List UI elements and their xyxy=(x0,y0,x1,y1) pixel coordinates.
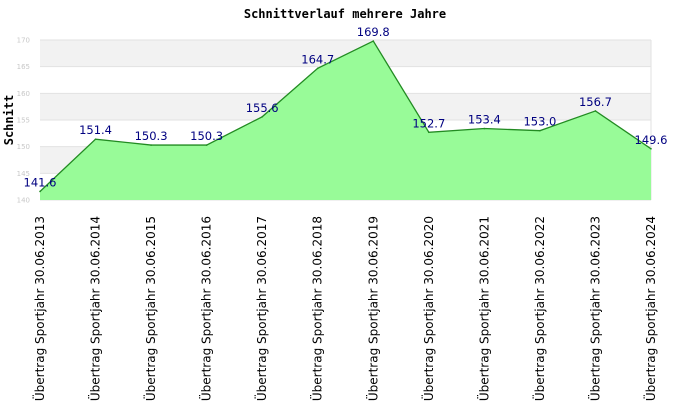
series-area xyxy=(39,40,652,200)
series-line xyxy=(39,40,652,192)
data-label: 169.8 xyxy=(357,25,390,39)
y-tick-label: 160 xyxy=(17,90,30,98)
y-tick-label: 170 xyxy=(17,37,30,45)
x-tick-label: Übertrag Sportjahr 30.06.2015 xyxy=(142,216,158,401)
x-tick-label: Übertrag Sportjahr 30.06.2014 xyxy=(87,216,103,401)
data-point xyxy=(39,190,41,193)
data-label: 155.6 xyxy=(246,101,279,115)
data-point xyxy=(428,131,430,134)
data-label: 152.7 xyxy=(412,116,445,130)
x-tick-label: Übertrag Sportjahr 30.06.2022 xyxy=(531,216,547,401)
data-label: 151.4 xyxy=(79,123,112,137)
data-point xyxy=(650,148,652,150)
data-label: 150.3 xyxy=(190,129,223,143)
data-point xyxy=(205,144,208,146)
y-tick-label: 165 xyxy=(17,63,30,71)
x-tick-label: Übertrag Sportjahr 30.06.2024 xyxy=(642,216,658,401)
data-point xyxy=(594,110,597,112)
y-tick-label: 145 xyxy=(17,170,30,178)
x-tick-label: Übertrag Sportjahr 30.06.2020 xyxy=(420,216,436,401)
y-tick-label: 140 xyxy=(17,197,30,205)
y-tick-label: 155 xyxy=(17,117,30,125)
data-point xyxy=(150,144,152,146)
data-label: 150.3 xyxy=(135,129,168,143)
data-label: 153.0 xyxy=(523,115,556,129)
y-axis-label: Schnitt xyxy=(2,95,16,146)
chart-title: Schnittverlauf mehrere Jahre xyxy=(244,7,446,21)
x-tick-label: Übertrag Sportjahr 30.06.2013 xyxy=(31,216,47,401)
x-tick-label: Übertrag Sportjahr 30.06.2017 xyxy=(253,216,269,401)
x-tick-label: Übertrag Sportjahr 30.06.2018 xyxy=(309,216,325,401)
x-tick-label: Übertrag Sportjahr 30.06.2016 xyxy=(198,216,214,401)
x-tick-labels: Übertrag Sportjahr 30.06.2013 Übertrag Sp… xyxy=(31,216,658,401)
data-label: 141.6 xyxy=(24,175,57,189)
data-point xyxy=(94,138,97,140)
data-label: 156.7 xyxy=(579,95,612,109)
y-tick-labels: 140 145 150 155 160 165 170 xyxy=(17,37,30,205)
data-point xyxy=(372,40,375,42)
series-area-fill xyxy=(40,41,651,200)
data-label: 164.7 xyxy=(301,52,334,66)
data-point xyxy=(539,129,541,132)
x-tick-label: Übertrag Sportjahr 30.06.2021 xyxy=(475,216,491,401)
data-label: 149.6 xyxy=(635,133,668,147)
data-labels: 141.6 151.4 150.3 150.3 155.6 164.7 169.8 152.7… xyxy=(24,25,668,189)
y-tick-label: 150 xyxy=(17,143,30,151)
data-point xyxy=(483,127,486,130)
x-tick-label: Übertrag Sportjahr 30.06.2019 xyxy=(364,216,380,401)
x-tick-label: Übertrag Sportjahr 30.06.2023 xyxy=(586,216,602,401)
data-label: 153.4 xyxy=(468,113,501,127)
data-point xyxy=(316,67,319,70)
data-point xyxy=(261,116,263,118)
